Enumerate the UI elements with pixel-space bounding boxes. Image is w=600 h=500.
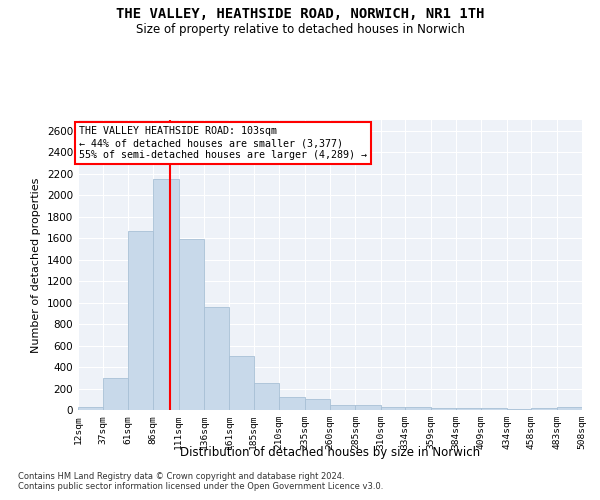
Bar — [229, 356, 254, 410]
Bar — [204, 307, 229, 410]
Bar — [507, 409, 531, 410]
Text: Distribution of detached houses by size in Norwich: Distribution of detached houses by size … — [180, 446, 480, 459]
Bar — [254, 383, 279, 410]
Bar — [305, 400, 330, 410]
Bar — [381, 407, 405, 410]
Text: Size of property relative to detached houses in Norwich: Size of property relative to detached ho… — [136, 22, 464, 36]
Bar — [557, 408, 582, 410]
Bar — [481, 408, 507, 410]
Text: Contains public sector information licensed under the Open Government Licence v3: Contains public sector information licen… — [18, 482, 383, 491]
Bar — [431, 408, 456, 410]
Bar — [405, 407, 431, 410]
Bar — [330, 404, 355, 410]
Text: THE VALLEY HEATHSIDE ROAD: 103sqm
← 44% of detached houses are smaller (3,377)
5: THE VALLEY HEATHSIDE ROAD: 103sqm ← 44% … — [79, 126, 367, 160]
Bar — [128, 230, 153, 410]
Bar — [355, 404, 381, 410]
Bar — [456, 408, 481, 410]
Text: THE VALLEY, HEATHSIDE ROAD, NORWICH, NR1 1TH: THE VALLEY, HEATHSIDE ROAD, NORWICH, NR1… — [116, 8, 484, 22]
Bar — [279, 397, 305, 410]
Y-axis label: Number of detached properties: Number of detached properties — [31, 178, 41, 352]
Bar — [103, 378, 128, 410]
Text: Contains HM Land Registry data © Crown copyright and database right 2024.: Contains HM Land Registry data © Crown c… — [18, 472, 344, 481]
Bar — [153, 179, 179, 410]
Bar — [531, 408, 557, 410]
Bar — [78, 408, 103, 410]
Bar — [179, 239, 204, 410]
